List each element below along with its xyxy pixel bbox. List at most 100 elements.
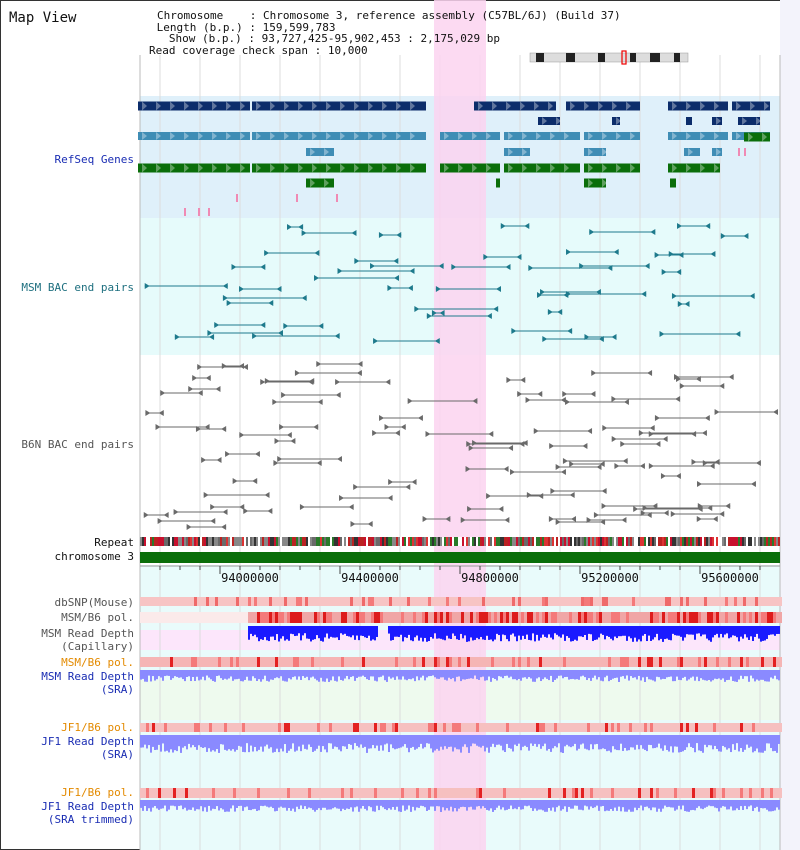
bac-end-marker	[417, 415, 423, 421]
pol-bin	[239, 788, 242, 798]
bac-end-marker	[505, 264, 511, 270]
pol-bin	[164, 597, 167, 606]
depth-bin	[770, 735, 772, 748]
depth-bin	[294, 670, 296, 677]
pol-bin	[149, 723, 152, 732]
ideogram-position-marker	[621, 50, 627, 65]
depth-bin	[440, 800, 442, 812]
pol-bin	[320, 657, 323, 667]
depth-bin	[186, 735, 188, 750]
jf1-b6-pol-label-1[interactable]: JF1/B6 pol.	[61, 721, 134, 734]
pol-bin	[329, 657, 332, 667]
pol-bin	[242, 723, 245, 732]
pol-bin	[230, 723, 233, 732]
depth-bin	[342, 735, 344, 747]
pol-bin	[149, 612, 152, 623]
gene-strand-arrow	[548, 101, 553, 111]
msm-read-depth-sra-label[interactable]: MSM Read Depth (SRA)	[41, 670, 134, 696]
pol-bin	[410, 612, 413, 623]
b6n-bac-label[interactable]: B6N BAC end pairs	[21, 438, 134, 451]
bac-end-marker	[387, 285, 393, 291]
repeat-segment	[208, 537, 210, 546]
gene-strand-arrow	[602, 148, 607, 156]
depth-bin	[546, 626, 548, 638]
bac-end-marker	[697, 481, 703, 487]
bac-end-marker	[725, 503, 731, 509]
depth-bin	[516, 735, 518, 747]
depth-bin	[466, 735, 468, 748]
dbsnp-label[interactable]: dbSNP(Mouse)	[54, 596, 134, 609]
repeat-segment	[672, 537, 674, 546]
depth-bin	[176, 670, 178, 677]
depth-bin	[712, 670, 714, 681]
jf1-read-depth-trimmed-label[interactable]: JF1 Read Depth (SRA trimmed)	[41, 800, 134, 826]
gene-strand-arrow	[382, 163, 387, 173]
depth-bin	[460, 626, 462, 634]
depth-bin	[346, 626, 348, 636]
gene-marker	[184, 208, 186, 216]
depth-bin	[774, 735, 776, 751]
msm-b6-pol-label-2[interactable]: MSM/B6 pol.	[61, 656, 134, 669]
depth-bin	[186, 670, 188, 678]
depth-bin	[482, 670, 484, 677]
depth-bin	[400, 735, 402, 748]
depth-bin	[640, 626, 642, 642]
depth-bin	[500, 735, 502, 746]
depth-bin	[424, 800, 426, 808]
depth-bin	[774, 626, 776, 636]
pol-bin	[452, 657, 455, 667]
depth-bin	[184, 670, 186, 682]
pol-bin	[311, 612, 314, 623]
jf1-b6-pol-label-2[interactable]: JF1/B6 pol.	[61, 786, 134, 799]
pol-bin	[557, 657, 560, 667]
pol-bin	[239, 597, 242, 606]
depth-bin	[622, 800, 624, 808]
repeat-segment	[508, 537, 510, 546]
bac-end-marker	[755, 460, 761, 466]
msm-bac-label[interactable]: MSM BAC end pairs	[21, 281, 134, 294]
depth-bin	[680, 626, 682, 637]
msm-read-depth-capillary-label[interactable]: MSM Read Depth (Capillary)	[41, 627, 134, 653]
depth-bin	[472, 735, 474, 744]
pol-bin	[401, 723, 404, 732]
jf1-read-depth-sra-label[interactable]: JF1 Read Depth (SRA)	[41, 735, 134, 761]
depth-bin	[544, 800, 546, 812]
depth-bin	[566, 735, 568, 745]
depth-bin	[694, 670, 696, 681]
gene-strand-arrow	[198, 163, 203, 173]
msm-b6-pol-label-1[interactable]: MSM/B6 pol.	[61, 611, 134, 624]
pol-bin	[773, 788, 776, 798]
pol-bin	[182, 723, 185, 732]
pol-bin	[575, 723, 578, 732]
gene-strand-arrow	[602, 163, 607, 173]
depth-bin	[626, 626, 628, 641]
depth-bin	[724, 735, 726, 748]
depth-bin	[604, 670, 606, 678]
depth-bin	[508, 800, 510, 809]
depth-bin	[288, 735, 290, 751]
pol-bin	[494, 657, 497, 667]
depth-bin	[366, 626, 368, 638]
depth-bin	[352, 626, 354, 636]
pol-bin	[380, 723, 383, 732]
bac-end-marker	[373, 338, 379, 344]
depth-bin	[386, 735, 388, 744]
pol-bin	[239, 612, 242, 623]
pol-bin	[308, 788, 311, 798]
pol-bin	[479, 723, 482, 732]
refseq-genes-label[interactable]: RefSeq Genes	[54, 153, 134, 166]
bac-end-marker	[396, 232, 402, 238]
pol-bin	[254, 612, 257, 623]
depth-bin	[248, 800, 250, 810]
depth-bin	[430, 670, 432, 677]
depth-bin	[714, 735, 716, 746]
pol-bin	[242, 597, 245, 606]
depth-bin	[556, 626, 558, 635]
depth-bin	[284, 626, 286, 641]
bac-end-marker	[640, 510, 646, 516]
bac-end-marker	[611, 436, 617, 442]
pol-bin	[140, 657, 143, 667]
depth-bin	[536, 735, 538, 747]
